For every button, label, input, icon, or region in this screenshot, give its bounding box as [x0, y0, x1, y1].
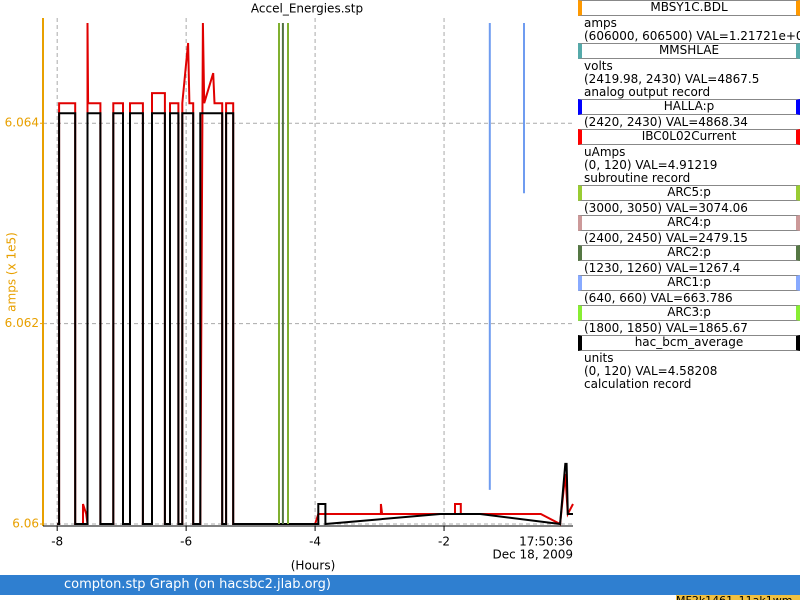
legend-detail: amps: [584, 16, 617, 30]
x-tick-label: -8: [51, 535, 63, 549]
y-tick-label: 6.06: [12, 516, 39, 530]
legend-entry: ARC1:p: [578, 275, 800, 291]
x-tick-label: -4: [309, 535, 321, 549]
x-tick-label: -2: [438, 535, 450, 549]
legend-detail: (640, 660) VAL=663.786: [584, 291, 733, 305]
legend-entry: HALLA:p: [578, 99, 800, 115]
date-label: Dec 18, 2009: [493, 548, 573, 562]
x-axis-label: (Hours): [291, 559, 336, 573]
legend-detail: (0, 120) VAL=4.58208: [584, 364, 718, 378]
legend-entry: ARC3:p: [578, 305, 800, 321]
y-axis-label: amps (x 1e5): [5, 232, 19, 312]
legend-detail: (3000, 3050) VAL=3074.06: [584, 201, 748, 215]
legend-detail: (1230, 1260) VAL=1267.4: [584, 261, 741, 275]
legend-detail: calculation record: [584, 377, 692, 391]
time-label: 17:50:36: [519, 535, 573, 549]
chart-title: Accel_Energies.stp: [251, 2, 363, 16]
legend-detail: uAmps: [584, 145, 626, 159]
legend-entry: ARC4:p: [578, 215, 800, 231]
legend-entry: ARC2:p: [578, 245, 800, 261]
legend-detail: (2420, 2430) VAL=4868.34: [584, 115, 748, 129]
legend-detail: subroutine record: [584, 171, 691, 185]
window-title: compton.stp Graph (on hacsbc2.jlab.org): [64, 577, 331, 592]
legend-detail: (2419.98, 2430) VAL=4867.5: [584, 72, 760, 86]
legend-entry: MBSY1C.BDL: [578, 0, 800, 16]
x-tick-label: -6: [180, 535, 192, 549]
y-tick-label: 6.064: [5, 116, 39, 130]
legend-entry: ARC5:p: [578, 185, 800, 201]
legend-detail: (0, 120) VAL=4.91219: [584, 158, 718, 172]
legend-entry: hac_bcm_average: [578, 335, 800, 351]
chart: Accel_Energies.stp amps (x 1e5) (Hours) …: [5, 2, 574, 573]
legend-detail: analog output record: [584, 85, 711, 99]
legend-entry: IBC0L02Current: [578, 129, 800, 145]
taskbar-tab[interactable]: MF2k1461_11ak1wm: [676, 595, 800, 600]
trace: [57, 22, 574, 526]
y-tick-label: 6.062: [5, 316, 39, 330]
legend-detail: volts: [584, 59, 613, 73]
legend-detail: units: [584, 351, 614, 365]
legend-entry: MMSHLAE: [578, 43, 800, 59]
legend-detail: (2400, 2450) VAL=2479.15: [584, 231, 748, 245]
legend-panel: MBSY1C.BDL amps (606000, 606500) VAL=1.217…: [578, 0, 800, 391]
legend-detail: (606000, 606500) VAL=1.21721e+06: [584, 29, 800, 43]
title-bar: compton.stp Graph (on hacsbc2.jlab.org): [0, 575, 800, 595]
legend-detail: (1800, 1850) VAL=1865.67: [584, 321, 748, 335]
trace: [57, 112, 573, 526]
